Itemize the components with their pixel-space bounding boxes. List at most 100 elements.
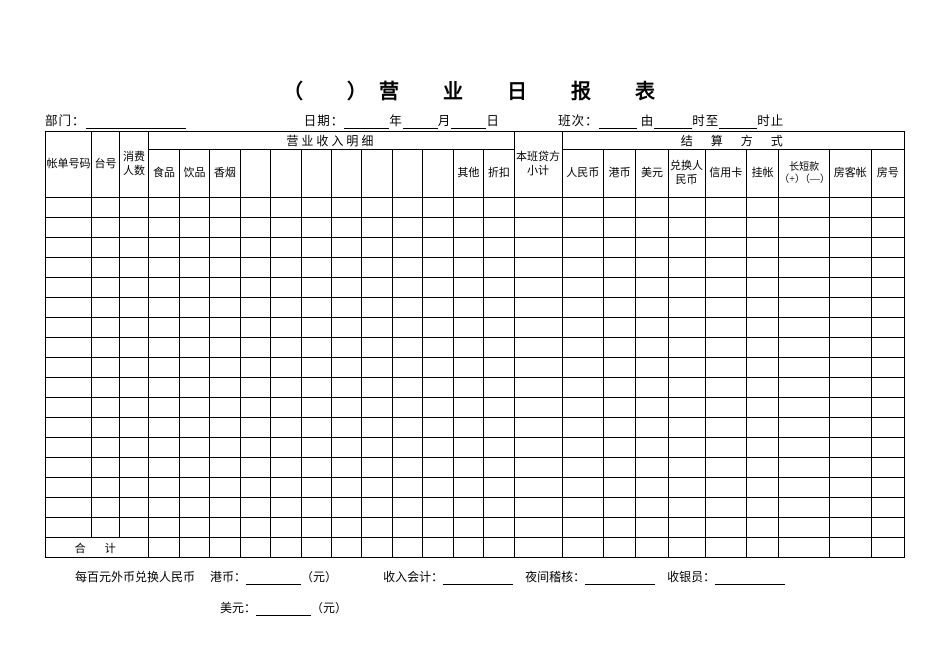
data-cell[interactable] [92,378,120,398]
data-cell[interactable] [46,458,92,478]
data-cell[interactable] [331,258,361,278]
data-cell[interactable] [453,318,483,338]
data-cell[interactable] [830,378,872,398]
data-cell[interactable] [604,258,636,278]
data-cell[interactable] [423,358,453,378]
data-cell[interactable] [362,458,392,478]
data-cell[interactable] [705,378,747,398]
data-cell[interactable] [705,318,747,338]
data-cell[interactable] [604,218,636,238]
data-cell[interactable] [830,218,872,238]
data-cell[interactable] [240,238,270,258]
data-cell[interactable] [871,418,904,438]
data-cell[interactable] [871,298,904,318]
data-cell[interactable] [514,218,562,238]
usd-field[interactable] [256,615,311,616]
data-cell[interactable] [119,238,149,258]
data-cell[interactable] [240,438,270,458]
data-cell[interactable] [362,258,392,278]
data-cell[interactable] [604,278,636,298]
data-cell[interactable] [484,398,514,418]
data-cell[interactable] [514,318,562,338]
data-cell[interactable] [301,198,331,218]
data-cell[interactable] [514,418,562,438]
data-cell[interactable] [636,518,668,538]
data-cell[interactable] [179,358,209,378]
data-cell[interactable] [668,278,705,298]
data-cell[interactable] [271,258,301,278]
data-cell[interactable] [484,298,514,318]
data-cell[interactable] [636,438,668,458]
data-cell[interactable] [92,398,120,418]
data-cell[interactable] [830,398,872,418]
data-cell[interactable] [119,518,149,538]
shift-field[interactable] [599,128,637,129]
data-cell[interactable] [484,358,514,378]
data-cell[interactable] [179,378,209,398]
data-cell[interactable] [747,478,779,498]
night-audit-field[interactable] [585,584,655,585]
year-field[interactable] [344,128,389,129]
data-cell[interactable] [636,258,668,278]
data-cell[interactable] [271,338,301,358]
data-cell[interactable] [453,218,483,238]
data-cell[interactable] [240,278,270,298]
data-cell[interactable] [331,298,361,318]
data-cell[interactable] [331,238,361,258]
data-cell[interactable] [362,298,392,318]
total-cell[interactable] [604,538,636,558]
data-cell[interactable] [705,258,747,278]
data-cell[interactable] [562,218,604,238]
dept-field[interactable] [86,128,186,129]
data-cell[interactable] [779,318,830,338]
data-cell[interactable] [871,318,904,338]
data-cell[interactable] [179,198,209,218]
data-cell[interactable] [149,298,179,318]
total-cell[interactable] [179,538,209,558]
total-cell[interactable] [779,538,830,558]
data-cell[interactable] [301,358,331,378]
data-cell[interactable] [636,238,668,258]
data-cell[interactable] [392,298,422,318]
data-cell[interactable] [240,298,270,318]
data-cell[interactable] [747,438,779,458]
data-cell[interactable] [92,338,120,358]
data-cell[interactable] [484,458,514,478]
data-cell[interactable] [514,258,562,278]
data-cell[interactable] [119,438,149,458]
data-cell[interactable] [210,278,240,298]
data-cell[interactable] [830,498,872,518]
data-cell[interactable] [271,498,301,518]
data-cell[interactable] [301,338,331,358]
data-cell[interactable] [271,358,301,378]
data-cell[interactable] [705,418,747,438]
data-cell[interactable] [331,278,361,298]
total-cell[interactable] [453,538,483,558]
data-cell[interactable] [423,478,453,498]
data-cell[interactable] [747,198,779,218]
total-cell[interactable] [271,538,301,558]
data-cell[interactable] [668,298,705,318]
data-cell[interactable] [179,458,209,478]
data-cell[interactable] [210,238,240,258]
data-cell[interactable] [392,258,422,278]
data-cell[interactable] [149,318,179,338]
data-cell[interactable] [149,458,179,478]
data-cell[interactable] [636,278,668,298]
data-cell[interactable] [149,338,179,358]
data-cell[interactable] [362,198,392,218]
data-cell[interactable] [149,478,179,498]
data-cell[interactable] [46,298,92,318]
data-cell[interactable] [240,258,270,278]
data-cell[interactable] [484,218,514,238]
total-cell[interactable] [301,538,331,558]
data-cell[interactable] [271,438,301,458]
data-cell[interactable] [119,358,149,378]
data-cell[interactable] [604,438,636,458]
data-cell[interactable] [604,358,636,378]
data-cell[interactable] [705,398,747,418]
data-cell[interactable] [179,498,209,518]
data-cell[interactable] [331,478,361,498]
data-cell[interactable] [392,418,422,438]
data-cell[interactable] [668,338,705,358]
